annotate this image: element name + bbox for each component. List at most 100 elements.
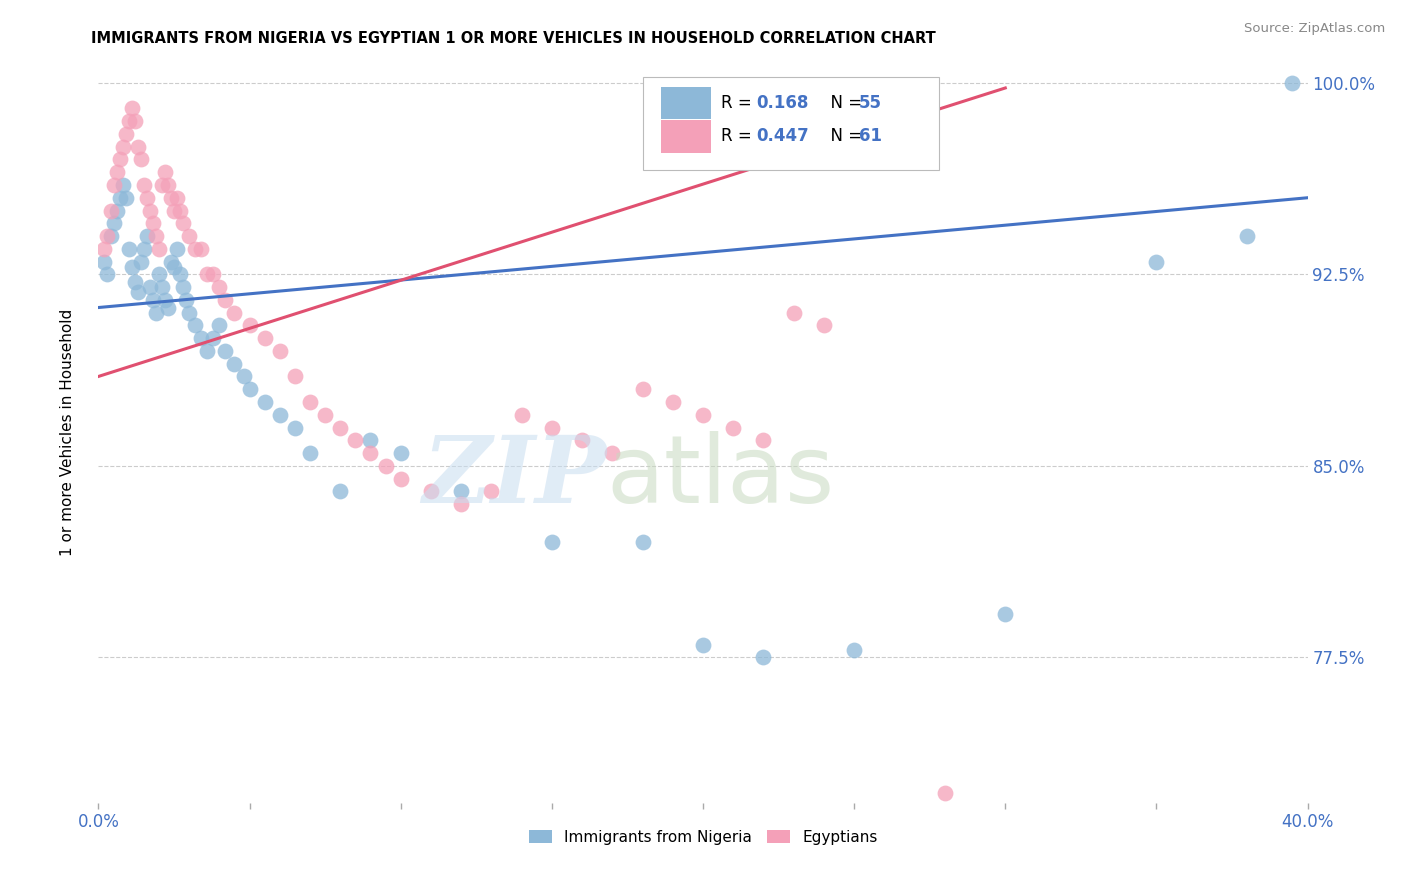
Point — [934, 786, 956, 800]
Point — [195, 268, 218, 282]
Point — [96, 268, 118, 282]
Point — [631, 382, 654, 396]
Point — [631, 535, 654, 549]
Point — [481, 484, 503, 499]
Point — [103, 178, 125, 192]
Point — [540, 420, 562, 434]
Point — [96, 229, 118, 244]
Legend: Immigrants from Nigeria, Egyptians: Immigrants from Nigeria, Egyptians — [523, 823, 883, 851]
Point — [374, 458, 396, 473]
Point — [100, 203, 122, 218]
Point — [166, 242, 188, 256]
Point — [510, 408, 533, 422]
FancyBboxPatch shape — [643, 78, 939, 169]
Point — [329, 484, 352, 499]
Point — [156, 301, 179, 315]
Point — [111, 139, 134, 153]
Point — [994, 607, 1017, 621]
Point — [150, 280, 173, 294]
Point — [124, 114, 146, 128]
Point — [1144, 254, 1167, 268]
Text: ZIP: ZIP — [422, 432, 606, 522]
Point — [253, 331, 276, 345]
Point — [299, 446, 322, 460]
Point — [169, 203, 191, 218]
Point — [184, 242, 207, 256]
Point — [752, 434, 775, 448]
Point — [118, 242, 141, 256]
Point — [174, 293, 197, 307]
Point — [105, 165, 128, 179]
Text: atlas: atlas — [606, 431, 835, 523]
Point — [450, 497, 472, 511]
Point — [299, 395, 322, 409]
Text: R =: R = — [721, 95, 758, 112]
Point — [118, 114, 141, 128]
Point — [602, 446, 624, 460]
Point — [420, 484, 443, 499]
Text: N =: N = — [820, 95, 868, 112]
Point — [145, 305, 167, 319]
Point — [105, 203, 128, 218]
Point — [232, 369, 254, 384]
Point — [172, 216, 194, 230]
Point — [1236, 229, 1258, 244]
Point — [844, 642, 866, 657]
Point — [253, 395, 276, 409]
Point — [100, 229, 122, 244]
Point — [129, 153, 152, 167]
Point — [190, 242, 212, 256]
Point — [571, 434, 593, 448]
Point — [783, 305, 806, 319]
Point — [111, 178, 134, 192]
Point — [142, 293, 165, 307]
Text: 0.168: 0.168 — [756, 95, 808, 112]
Text: N =: N = — [820, 128, 868, 145]
Point — [269, 343, 291, 358]
Text: 0.447: 0.447 — [756, 128, 808, 145]
Point — [314, 408, 336, 422]
Point — [208, 280, 231, 294]
Point — [103, 216, 125, 230]
Point — [1281, 76, 1303, 90]
Point — [202, 331, 225, 345]
Point — [145, 229, 167, 244]
Point — [450, 484, 472, 499]
Point — [163, 203, 186, 218]
Point — [150, 178, 173, 192]
Point — [166, 191, 188, 205]
Point — [389, 472, 412, 486]
Point — [329, 420, 352, 434]
Point — [135, 191, 157, 205]
Point — [360, 434, 382, 448]
Point — [692, 638, 714, 652]
Point — [121, 260, 143, 274]
Point — [135, 229, 157, 244]
Point — [172, 280, 194, 294]
Point — [661, 395, 683, 409]
Point — [160, 254, 183, 268]
Point — [692, 408, 714, 422]
Point — [132, 242, 155, 256]
Text: Source: ZipAtlas.com: Source: ZipAtlas.com — [1244, 22, 1385, 36]
Text: 61: 61 — [859, 128, 882, 145]
Point — [93, 242, 115, 256]
Point — [179, 305, 201, 319]
Point — [224, 357, 246, 371]
Point — [208, 318, 231, 333]
Point — [153, 165, 176, 179]
Text: 55: 55 — [859, 95, 882, 112]
Point — [360, 446, 382, 460]
Point — [127, 139, 149, 153]
Point — [752, 650, 775, 665]
Point — [813, 318, 835, 333]
Point — [179, 229, 201, 244]
Point — [224, 305, 246, 319]
Point — [139, 203, 162, 218]
Point — [160, 191, 183, 205]
Point — [284, 369, 307, 384]
Point — [148, 242, 170, 256]
Point — [108, 191, 131, 205]
Point — [114, 191, 136, 205]
Point — [269, 408, 291, 422]
